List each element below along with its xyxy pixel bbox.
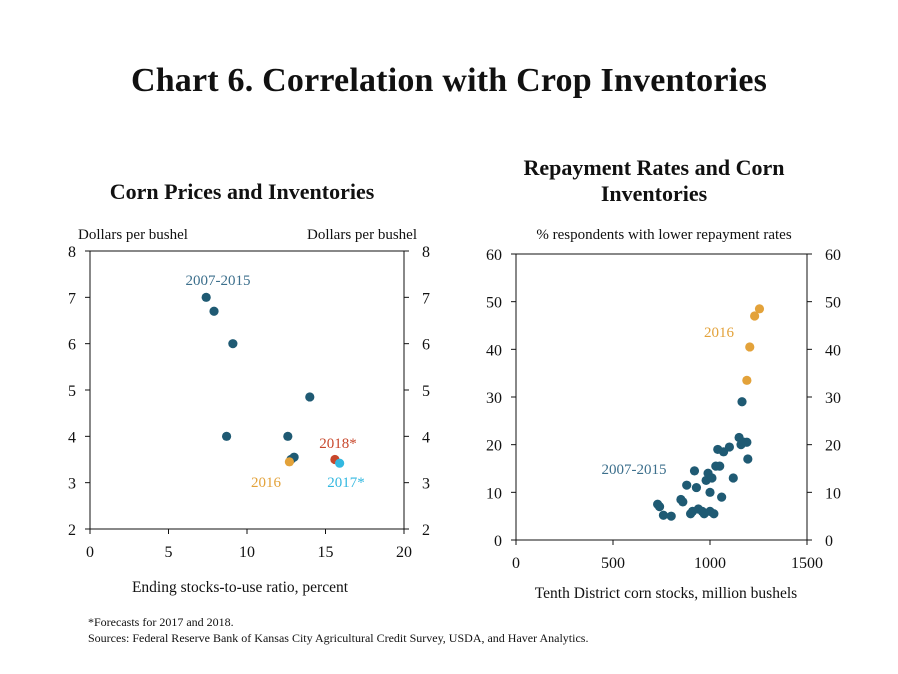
right-x-axis: 0 500 1000 1500 — [512, 540, 823, 572]
right-y-tick-label-left: 50 — [486, 295, 502, 312]
right-y-tick-label-right: 30 — [825, 390, 841, 407]
right-point-2007-2015 — [654, 502, 665, 512]
right-x-label: Tenth District corn stocks, million bush… — [535, 585, 797, 602]
left-x-tick-label: 20 — [396, 544, 412, 561]
right-point-2007-2015 — [709, 509, 719, 519]
left-y-tick-label-left: 3 — [68, 476, 76, 493]
left-y-tick-label-left: 2 — [68, 522, 76, 539]
right-point-2016 — [754, 304, 765, 314]
left-point-2017 — [335, 458, 345, 468]
right-y-tick-label-left: 0 — [494, 533, 502, 550]
right-point-2007-2015 — [717, 492, 727, 502]
right-chart-title-line2: Inventories — [601, 181, 708, 206]
right-y-tick-label-left: 40 — [486, 342, 502, 359]
right-label-2007-2015: 2007-2015 — [602, 462, 667, 478]
right-point-2016 — [742, 375, 752, 385]
left-point-2007-2015 — [221, 431, 232, 441]
left-x-label: Ending stocks-to-use ratio, percent — [132, 579, 349, 596]
left-points — [201, 292, 345, 468]
left-y-tick-label-right: 5 — [422, 383, 430, 400]
left-y-tick-label-left: 6 — [68, 337, 76, 354]
right-chart-title-line1: Repayment Rates and Corn — [524, 155, 785, 180]
right-y-axis-left: 0 10 20 30 40 50 60 — [486, 247, 516, 550]
left-label-2007-2015: 2007-2015 — [186, 273, 251, 289]
left-label-2016: 2016 — [251, 475, 282, 491]
right-y-tick-label-right: 10 — [825, 485, 841, 502]
left-point-2007-2015 — [283, 431, 293, 441]
right-y-tick-label-right: 40 — [825, 342, 841, 359]
left-point-2007-2015 — [228, 339, 238, 349]
left-x-axis: 0 5 10 15 20 — [86, 529, 412, 561]
right-y-axis-right: 0 10 20 30 40 50 60 — [807, 247, 841, 550]
left-x-tick-label: 10 — [239, 544, 255, 561]
right-point-2007-2015 — [705, 487, 715, 497]
right-point-2007-2015 — [707, 473, 717, 483]
right-y-tick-label-right: 50 — [825, 295, 841, 312]
right-x-tick-label: 1000 — [694, 555, 726, 572]
left-y-tick-label-right: 4 — [422, 429, 430, 446]
right-points — [653, 304, 765, 521]
right-point-2007-2015 — [678, 497, 688, 507]
right-point-2007-2015 — [691, 482, 702, 493]
right-point-2007-2015 — [728, 473, 738, 483]
left-y-tick-label-left: 8 — [68, 244, 76, 261]
left-point-2007-2015 — [305, 392, 315, 402]
left-y-tick-label-left: 5 — [68, 383, 76, 400]
left-chart-title: Corn Prices and Inventories — [110, 179, 375, 204]
left-y-tick-label-left: 4 — [68, 429, 76, 446]
left-label-2017: 2017* — [327, 475, 365, 491]
left-y-tick-label-right: 7 — [422, 290, 430, 307]
left-chart: Corn Prices and Inventories Dollars per … — [68, 179, 430, 596]
right-y-tick-label-right: 60 — [825, 247, 841, 264]
right-plot-area — [515, 253, 808, 541]
right-point-2007-2015 — [742, 437, 752, 447]
left-x-tick-label: 0 — [86, 544, 94, 561]
left-y-tick-label-right: 8 — [422, 244, 430, 261]
footnote-forecast: *Forecasts for 2017 and 2018. — [88, 615, 234, 629]
right-y-tick-label-left: 10 — [486, 485, 502, 502]
left-y-label-left: Dollars per bushel — [78, 227, 188, 243]
right-label-2016: 2016 — [704, 325, 735, 341]
left-y-label-right: Dollars per bushel — [307, 227, 417, 243]
left-y-tick-label-right: 2 — [422, 522, 430, 539]
right-point-2007-2015 — [743, 454, 753, 464]
right-point-2007-2015 — [682, 480, 692, 490]
footnote-sources: Sources: Federal Reserve Bank of Kansas … — [88, 631, 588, 645]
right-y-tick-label-left: 20 — [486, 438, 502, 455]
right-y-tick-label-right: 20 — [825, 438, 841, 455]
right-x-tick-label: 0 — [512, 555, 520, 572]
left-y-tick-label-right: 6 — [422, 337, 430, 354]
right-point-2007-2015 — [737, 397, 747, 407]
right-point-2007-2015 — [666, 511, 676, 521]
right-y-label: % respondents with lower repayment rates — [536, 227, 791, 243]
left-point-2007-2015 — [209, 306, 219, 316]
right-point-2016 — [750, 311, 760, 321]
right-y-tick-label-left: 60 — [486, 247, 502, 264]
right-point-2007-2015 — [715, 461, 725, 471]
left-point-2016 — [284, 457, 294, 467]
right-point-2007-2015 — [724, 442, 735, 452]
right-y-tick-label-right: 0 — [825, 533, 833, 550]
left-point-2007-2015 — [201, 292, 211, 302]
left-y-axis-right: 2 3 4 5 6 7 8 — [404, 244, 430, 539]
right-y-tick-label-left: 30 — [486, 390, 502, 407]
page-title: Chart 6. Correlation with Crop Inventori… — [130, 62, 768, 99]
right-chart: Repayment Rates and Corn Inventories % r… — [486, 155, 841, 602]
right-x-tick-label: 1500 — [791, 555, 823, 572]
left-y-tick-label-right: 3 — [422, 476, 430, 493]
left-x-tick-label: 15 — [318, 544, 334, 561]
left-x-tick-label: 5 — [165, 544, 173, 561]
right-point-2016 — [745, 342, 755, 352]
right-point-2007-2015 — [658, 510, 669, 520]
right-point-2007-2015 — [689, 466, 700, 476]
left-y-axis-left: 2 3 4 5 6 7 8 — [68, 244, 90, 539]
left-y-tick-label-left: 7 — [68, 290, 76, 307]
right-x-tick-label: 500 — [601, 555, 625, 572]
left-label-2018: 2018* — [319, 436, 357, 452]
